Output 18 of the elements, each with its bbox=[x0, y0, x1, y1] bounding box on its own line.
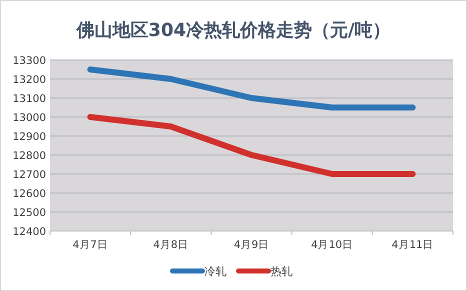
y-tick-label: 12500 bbox=[12, 207, 46, 219]
y-tick-label: 13000 bbox=[12, 112, 46, 124]
y-tick-label: 12700 bbox=[12, 169, 46, 181]
x-tick-label: 4月7日 bbox=[72, 239, 108, 251]
x-tick-label: 4月9日 bbox=[234, 239, 270, 251]
y-tick-label: 13100 bbox=[12, 93, 46, 105]
chart-title: 佛山地区304冷热轧价格走势（元/吨） bbox=[75, 20, 391, 41]
x-tick-label: 4月10日 bbox=[311, 239, 354, 251]
y-tick-label: 12400 bbox=[12, 226, 46, 238]
legend-label: 热轧 bbox=[270, 265, 292, 278]
y-tick-label: 13200 bbox=[12, 74, 46, 86]
x-tick-label: 4月8日 bbox=[153, 239, 189, 251]
y-tick-label: 12900 bbox=[12, 131, 46, 143]
y-tick-label: 12800 bbox=[12, 150, 46, 162]
y-tick-label: 13300 bbox=[12, 55, 46, 67]
y-tick-label: 12600 bbox=[12, 188, 46, 200]
legend-label: 冷轧 bbox=[204, 265, 226, 278]
x-tick-label: 4月11日 bbox=[392, 239, 434, 251]
